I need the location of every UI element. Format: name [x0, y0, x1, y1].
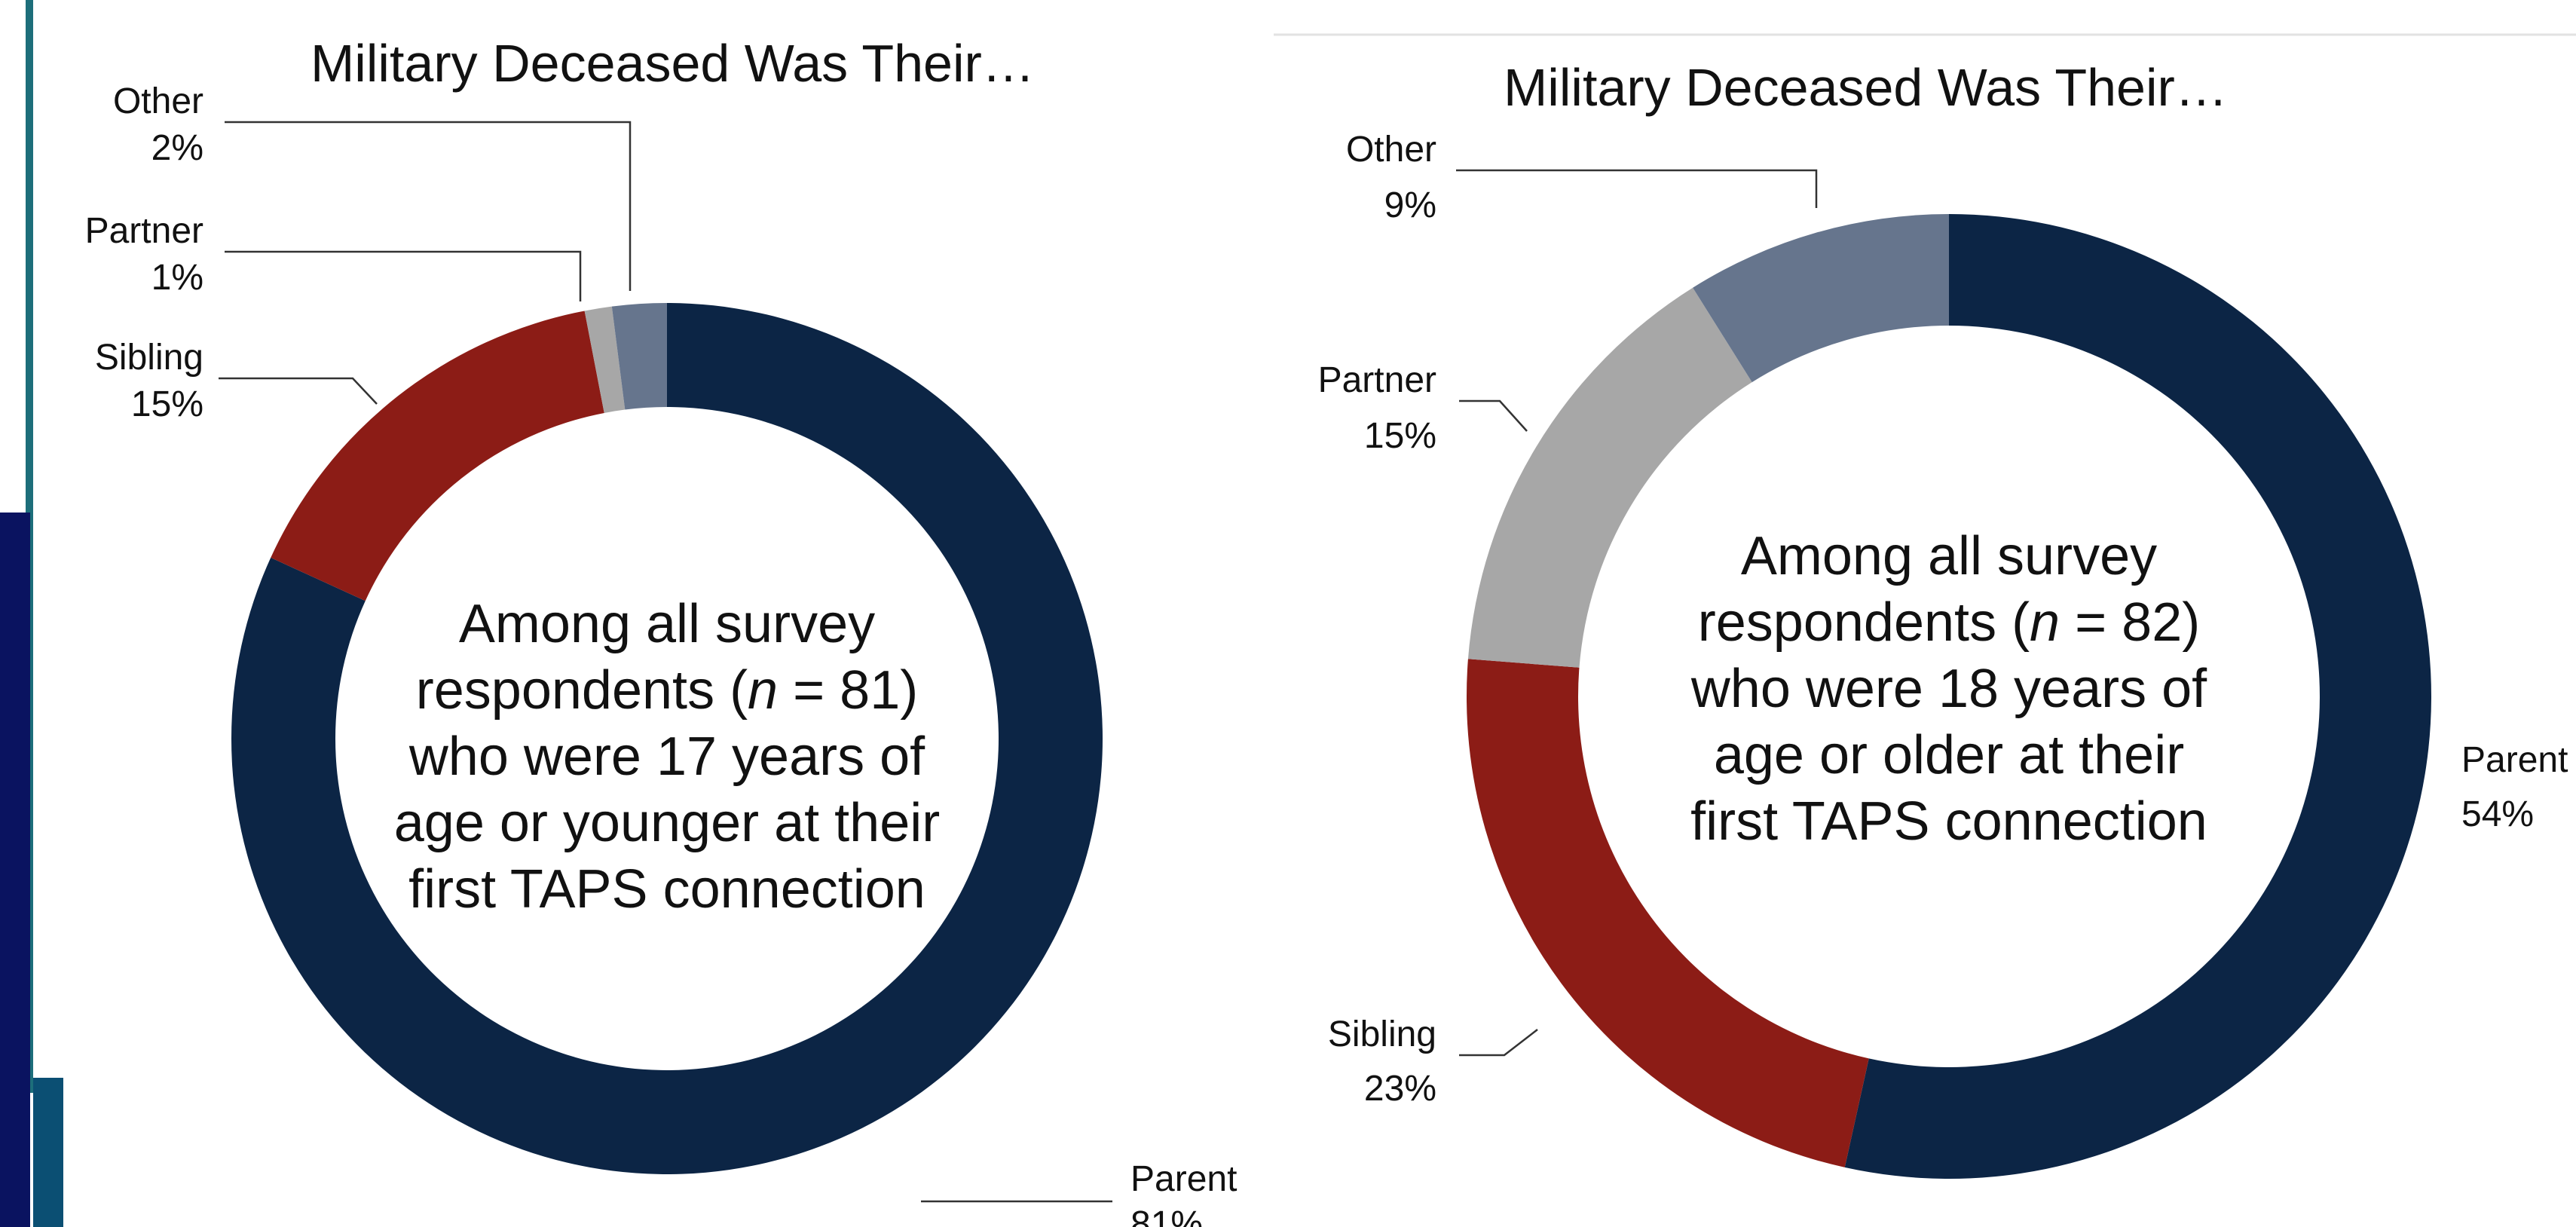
chart-left-center-line4: age or younger at their [394, 793, 940, 853]
slice-sibling-right [1467, 659, 1869, 1167]
slice-other-left [611, 303, 667, 410]
label-parent-right: Parent [2461, 740, 2568, 780]
chart-left-center-line5: first TAPS connection [408, 859, 925, 919]
leader-other-right [1456, 169, 1818, 208]
chart-right-ring [1467, 214, 2431, 1179]
chart-left-center-line1: Among all survey [459, 594, 875, 654]
value-other-left: 2% [151, 128, 203, 168]
chart-right-center-line3: who were 18 years of [1690, 659, 2207, 719]
label-other-right: Other [1346, 130, 1436, 170]
slice-partner-left [584, 306, 626, 413]
label-sibling-left: Sibling [95, 338, 203, 378]
value-sibling-right: 23% [1364, 1069, 1436, 1109]
leader-partner-right [1459, 399, 1528, 432]
leader-sibling-left [219, 377, 378, 405]
label-partner-left: Partner [85, 211, 203, 251]
label-other-left: Other [113, 81, 203, 121]
chart-left-center-line3: who were 17 years of [408, 727, 925, 787]
label-parent-left: Parent [1130, 1159, 1237, 1199]
value-other-right: 9% [1384, 185, 1436, 225]
frame-blue-block [33, 1078, 63, 1227]
chart-right-center-line4: age or older at their [1714, 725, 2184, 785]
chart-left-ring [231, 303, 1103, 1174]
value-partner-left: 1% [151, 258, 203, 298]
label-sibling-right: Sibling [1328, 1014, 1436, 1054]
chart-left: Military Deceased Was Their… Among all s… [85, 34, 1238, 1227]
chart-right-title: Military Deceased Was Their… [1504, 58, 2228, 117]
leader-partner-left [225, 250, 582, 301]
value-sibling-left: 15% [131, 384, 203, 424]
value-parent-right: 54% [2461, 794, 2534, 834]
chart-right-center-line2: respondents (n = 82) [1698, 592, 2200, 653]
chart-right-center-line1: Among all survey [1741, 526, 2157, 586]
chart-right: Military Deceased Was Their… Among all s… [1318, 58, 2568, 1179]
chart-right-center-line5: first TAPS connection [1690, 791, 2207, 852]
frame-navy-block [0, 513, 30, 1227]
label-partner-right: Partner [1318, 360, 1436, 400]
value-partner-right: 15% [1364, 416, 1436, 456]
leader-sibling-right [1459, 1029, 1538, 1057]
chart-left-title: Military Deceased Was Their… [311, 34, 1035, 93]
value-parent-left: 81% [1130, 1204, 1203, 1227]
slice-sibling-left [271, 311, 604, 601]
chart-left-center-line2: respondents (n = 81) [416, 660, 918, 721]
leader-other-left [225, 121, 632, 291]
slice-parent-right [1844, 214, 2431, 1179]
slice-other-right [1693, 214, 1949, 383]
slice-partner-right [1467, 287, 1752, 668]
